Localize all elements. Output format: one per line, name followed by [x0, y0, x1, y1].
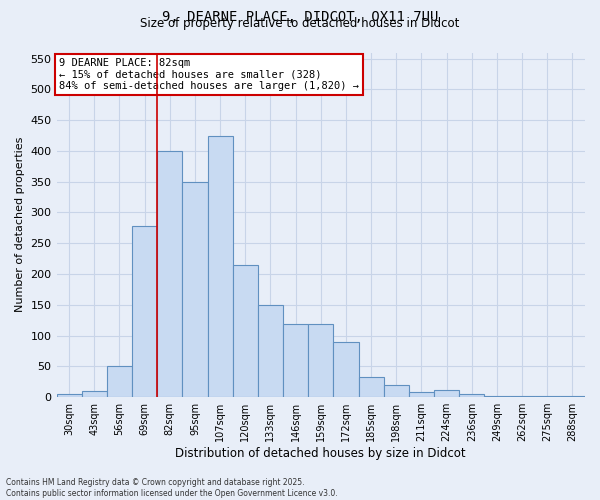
Y-axis label: Number of detached properties: Number of detached properties	[15, 137, 25, 312]
Bar	[509, 396, 535, 397]
Bar	[283, 324, 308, 397]
Bar	[535, 396, 560, 397]
Bar	[82, 391, 107, 397]
Bar	[132, 226, 157, 397]
Text: Size of property relative to detached houses in Didcot: Size of property relative to detached ho…	[140, 18, 460, 30]
Bar	[233, 265, 258, 397]
Text: 9, DEARNE PLACE, DIDCOT, OX11 7UU: 9, DEARNE PLACE, DIDCOT, OX11 7UU	[162, 10, 438, 24]
Bar	[258, 305, 283, 397]
Bar	[484, 396, 509, 397]
Bar	[383, 385, 409, 397]
X-axis label: Distribution of detached houses by size in Didcot: Distribution of detached houses by size …	[175, 447, 466, 460]
Bar	[56, 394, 82, 397]
Text: 9 DEARNE PLACE: 82sqm
← 15% of detached houses are smaller (328)
84% of semi-det: 9 DEARNE PLACE: 82sqm ← 15% of detached …	[59, 58, 359, 91]
Bar	[359, 378, 383, 397]
Bar	[107, 366, 132, 397]
Bar	[182, 182, 208, 397]
Bar	[560, 396, 585, 397]
Bar	[308, 324, 334, 397]
Text: Contains HM Land Registry data © Crown copyright and database right 2025.
Contai: Contains HM Land Registry data © Crown c…	[6, 478, 338, 498]
Bar	[334, 342, 359, 397]
Bar	[208, 136, 233, 397]
Bar	[434, 390, 459, 397]
Bar	[459, 394, 484, 397]
Bar	[157, 151, 182, 397]
Bar	[409, 392, 434, 397]
